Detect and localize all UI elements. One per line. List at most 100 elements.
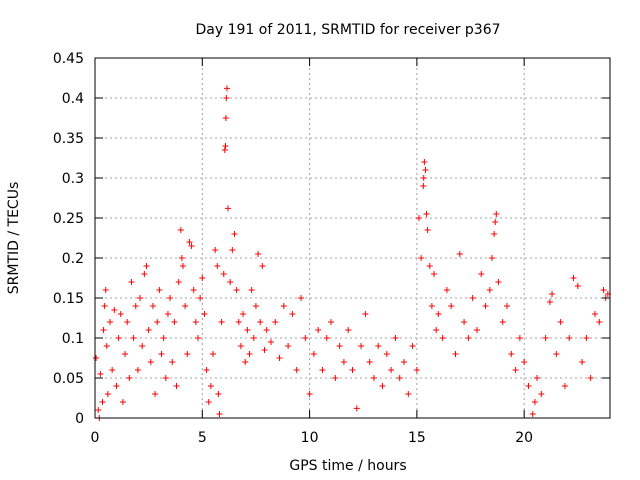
y-tick-label: 0.45 [53, 51, 84, 67]
data-point [145, 327, 152, 333]
data-point [117, 311, 124, 317]
data-point [186, 239, 193, 245]
data-point [420, 183, 427, 189]
data-point [184, 351, 191, 357]
data-point [109, 367, 116, 373]
data-point [428, 303, 435, 309]
data-point [216, 411, 223, 417]
data-point [583, 335, 590, 341]
data-point [310, 351, 317, 357]
data-point [231, 231, 238, 237]
data-point [529, 411, 536, 417]
data-point [542, 335, 549, 341]
data-point [227, 279, 234, 285]
data-point [491, 231, 498, 237]
data-point [600, 287, 607, 293]
data-point [456, 251, 463, 257]
data-point [486, 287, 493, 293]
data-point [215, 391, 222, 397]
data-point [250, 335, 257, 341]
data-point [504, 303, 510, 309]
data-point [197, 295, 204, 301]
data-point [336, 343, 343, 349]
y-tick-label: 0.15 [53, 291, 84, 307]
data-point [99, 399, 106, 405]
data-point [302, 335, 309, 341]
data-point [182, 303, 189, 309]
data-point [102, 287, 109, 293]
data-point [252, 303, 259, 309]
data-point [171, 319, 178, 325]
data-point [139, 343, 146, 349]
data-point [156, 287, 163, 293]
data-point [128, 279, 135, 285]
data-point [152, 391, 159, 397]
data-point [469, 295, 476, 301]
data-point [130, 335, 137, 341]
data-point [473, 327, 480, 333]
y-tick-label: 0 [75, 411, 84, 427]
data-point [164, 311, 171, 317]
data-point [525, 383, 532, 389]
data-point [557, 319, 564, 325]
data-point [319, 367, 326, 373]
data-point [119, 399, 126, 405]
data-point [122, 351, 129, 357]
x-tick-label: 10 [301, 430, 319, 446]
data-point [240, 311, 247, 317]
data-point [538, 391, 545, 397]
data-point [499, 319, 506, 325]
data-point [561, 383, 568, 389]
data-point [306, 391, 313, 397]
x-axis-label: GPS time / hours [289, 458, 406, 474]
data-point [154, 319, 161, 325]
data-point [443, 287, 450, 293]
data-point [192, 319, 199, 325]
data-point [218, 319, 225, 325]
data-point [93, 355, 100, 361]
data-point [422, 167, 429, 173]
data-point [199, 275, 206, 281]
data-point [587, 375, 594, 381]
data-point [221, 147, 228, 153]
data-point [137, 295, 144, 301]
data-point [495, 279, 502, 285]
data-point [388, 367, 395, 373]
y-tick-label: 0.25 [53, 211, 84, 227]
x-tick-label: 0 [91, 430, 100, 446]
data-point [162, 375, 169, 381]
data-point [439, 335, 446, 341]
data-point [298, 295, 304, 301]
data-point [141, 271, 148, 277]
data-point [246, 351, 253, 357]
data-point [225, 205, 232, 212]
data-point [448, 303, 455, 309]
plot-border [94, 57, 611, 419]
data-point [366, 359, 373, 365]
data-point [134, 367, 141, 373]
data-point [416, 215, 423, 221]
data-point [233, 287, 240, 293]
y-tick-label: 0.1 [62, 331, 84, 347]
data-point [107, 319, 114, 325]
data-point [452, 351, 459, 357]
data-point [421, 159, 428, 165]
data-point [546, 299, 553, 305]
data-point [289, 311, 296, 317]
data-point [203, 367, 210, 373]
data-point [332, 375, 339, 381]
data-point [591, 311, 598, 317]
data-point [177, 227, 184, 233]
data-point [205, 399, 212, 405]
data-point [433, 327, 440, 333]
data-point [488, 255, 495, 261]
data-point [549, 291, 556, 297]
data-point [169, 359, 176, 365]
data-point [375, 343, 382, 349]
data-point [124, 319, 131, 325]
data-point [482, 303, 489, 309]
data-point [190, 287, 197, 293]
data-point [461, 319, 468, 325]
data-point [512, 367, 519, 373]
data-point [383, 351, 390, 357]
